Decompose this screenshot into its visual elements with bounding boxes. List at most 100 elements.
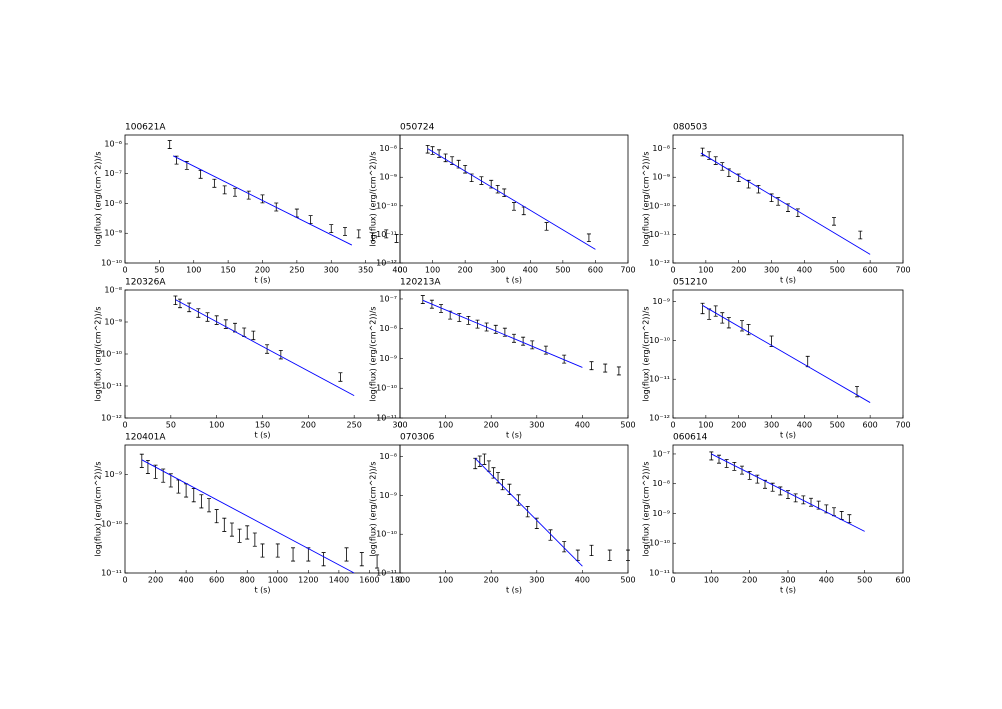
y-axis-label: log(flux) (erg/(cm^2))/s: [642, 307, 651, 402]
y-tick-label: 10⁻¹⁰: [649, 336, 670, 345]
error-bar: [724, 459, 729, 468]
x-tick-label: 0: [397, 266, 402, 275]
error-bar: [847, 514, 852, 524]
error-bar: [212, 178, 217, 188]
x-tick-label: 100: [425, 266, 440, 275]
error-bar: [294, 208, 299, 218]
error-bar: [832, 217, 836, 226]
y-tick-label: 10⁻⁷: [104, 169, 122, 178]
plot-frame: [399, 444, 629, 574]
error-bar: [516, 494, 521, 506]
error-bar: [586, 233, 591, 243]
error-bar: [746, 323, 751, 336]
error-bar: [198, 169, 203, 179]
fit-line: [702, 305, 871, 403]
y-tick-label: 10⁻⁶: [104, 139, 122, 148]
y-tick-label: 10⁻¹¹: [376, 414, 397, 423]
x-axis-label: t (s): [254, 276, 270, 285]
error-bar: [275, 543, 280, 558]
x-tick-label: 600: [863, 421, 878, 430]
error-bar: [246, 190, 251, 200]
x-tick-label: 600: [588, 266, 603, 275]
x-tick-label: 200: [301, 421, 316, 430]
panel-title: 120326A: [125, 278, 166, 288]
x-tick-label: 50: [166, 421, 176, 430]
error-bar: [384, 229, 389, 239]
y-tick-label: 10⁻⁹: [104, 229, 122, 238]
error-bar: [740, 320, 744, 332]
error-bar: [717, 454, 721, 464]
error-bar: [809, 497, 813, 507]
y-tick-label: 10⁻¹²: [649, 259, 670, 268]
error-bar: [291, 547, 296, 562]
x-tick-label: 200: [255, 266, 270, 275]
fit-line: [711, 453, 865, 532]
y-tick-label: 10⁻⁸: [652, 479, 670, 488]
x-tick-label: 400: [797, 266, 812, 275]
x-tick-label: 100: [186, 266, 201, 275]
x-axis-label: t (s): [506, 431, 522, 440]
y-tick-label: 10⁻¹⁰: [376, 530, 397, 539]
error-bar: [466, 315, 471, 325]
error-bar: [344, 547, 349, 562]
error-bar: [502, 188, 507, 198]
error-bar: [167, 140, 172, 149]
x-tick-label: 0: [397, 576, 402, 585]
error-bar: [786, 490, 790, 500]
x-tick-label: 300: [490, 266, 505, 275]
error-bar: [795, 208, 800, 217]
error-bar: [475, 319, 480, 329]
error-bar: [530, 340, 535, 350]
error-bar: [548, 529, 553, 541]
error-bar: [713, 156, 718, 165]
y-axis-label: log(flux) (erg/(cm^2))/s: [94, 462, 103, 557]
error-bar: [420, 295, 425, 304]
fit-line: [175, 299, 355, 397]
y-tick-label: 10⁻¹⁰: [376, 384, 397, 393]
error-bar: [603, 363, 608, 373]
y-axis-label: log(flux) (erg/(cm^2))/s: [369, 152, 378, 247]
error-bar: [457, 313, 462, 322]
x-tick-label: 0: [670, 576, 675, 585]
error-bar: [196, 308, 201, 318]
error-bar: [375, 554, 380, 569]
y-tick-label: 10⁻⁸: [104, 199, 122, 208]
panel: 070306 0 100 200 300 400 500 10⁻¹¹ 10⁻¹⁰ 10⁻⁹ 10⁻⁸…: [369, 433, 636, 595]
y-tick-label: 10⁻⁸: [104, 286, 122, 295]
fit-line: [700, 152, 871, 255]
y-tick-label: 10⁻⁷: [652, 449, 670, 458]
y-tick-label: 10⁻¹²: [649, 414, 670, 423]
x-tick-label: 100: [438, 576, 453, 585]
x-tick-label: 500: [620, 421, 635, 430]
x-axis-label: t (s): [254, 431, 270, 440]
error-bar: [207, 498, 212, 513]
plot-frame: [399, 289, 629, 419]
error-bar: [832, 507, 836, 517]
error-bar: [343, 227, 347, 236]
x-tick-label: 800: [240, 576, 255, 585]
y-axis-label: log(flux) (erg/(cm^2))/s: [94, 307, 103, 402]
error-bar: [430, 146, 435, 155]
x-tick-label: 400: [575, 421, 590, 430]
error-bar: [222, 517, 227, 532]
y-tick-label: 10⁻¹¹: [101, 569, 122, 578]
x-tick-label: 400: [392, 266, 407, 275]
error-bar: [589, 361, 594, 371]
error-bar: [439, 304, 444, 313]
error-bar: [370, 232, 375, 242]
error-bar: [191, 488, 196, 503]
y-tick-label: 10⁻¹¹: [649, 375, 670, 384]
x-tick-label: 200: [484, 576, 499, 585]
x-tick-label: 300: [780, 576, 795, 585]
x-tick-label: 200: [742, 576, 757, 585]
plot-frame: [672, 289, 904, 419]
error-bar: [321, 552, 326, 567]
y-tick-label: 10⁻¹⁰: [101, 519, 122, 528]
y-axis-label: log(flux) (erg/(cm^2))/s: [369, 462, 378, 557]
error-bar: [437, 149, 442, 158]
x-tick-label: 300: [392, 421, 407, 430]
error-bar: [713, 305, 718, 317]
error-bar: [512, 202, 516, 211]
x-tick-label: 200: [484, 421, 499, 430]
y-tick-label: 10⁻¹⁰: [649, 539, 670, 548]
